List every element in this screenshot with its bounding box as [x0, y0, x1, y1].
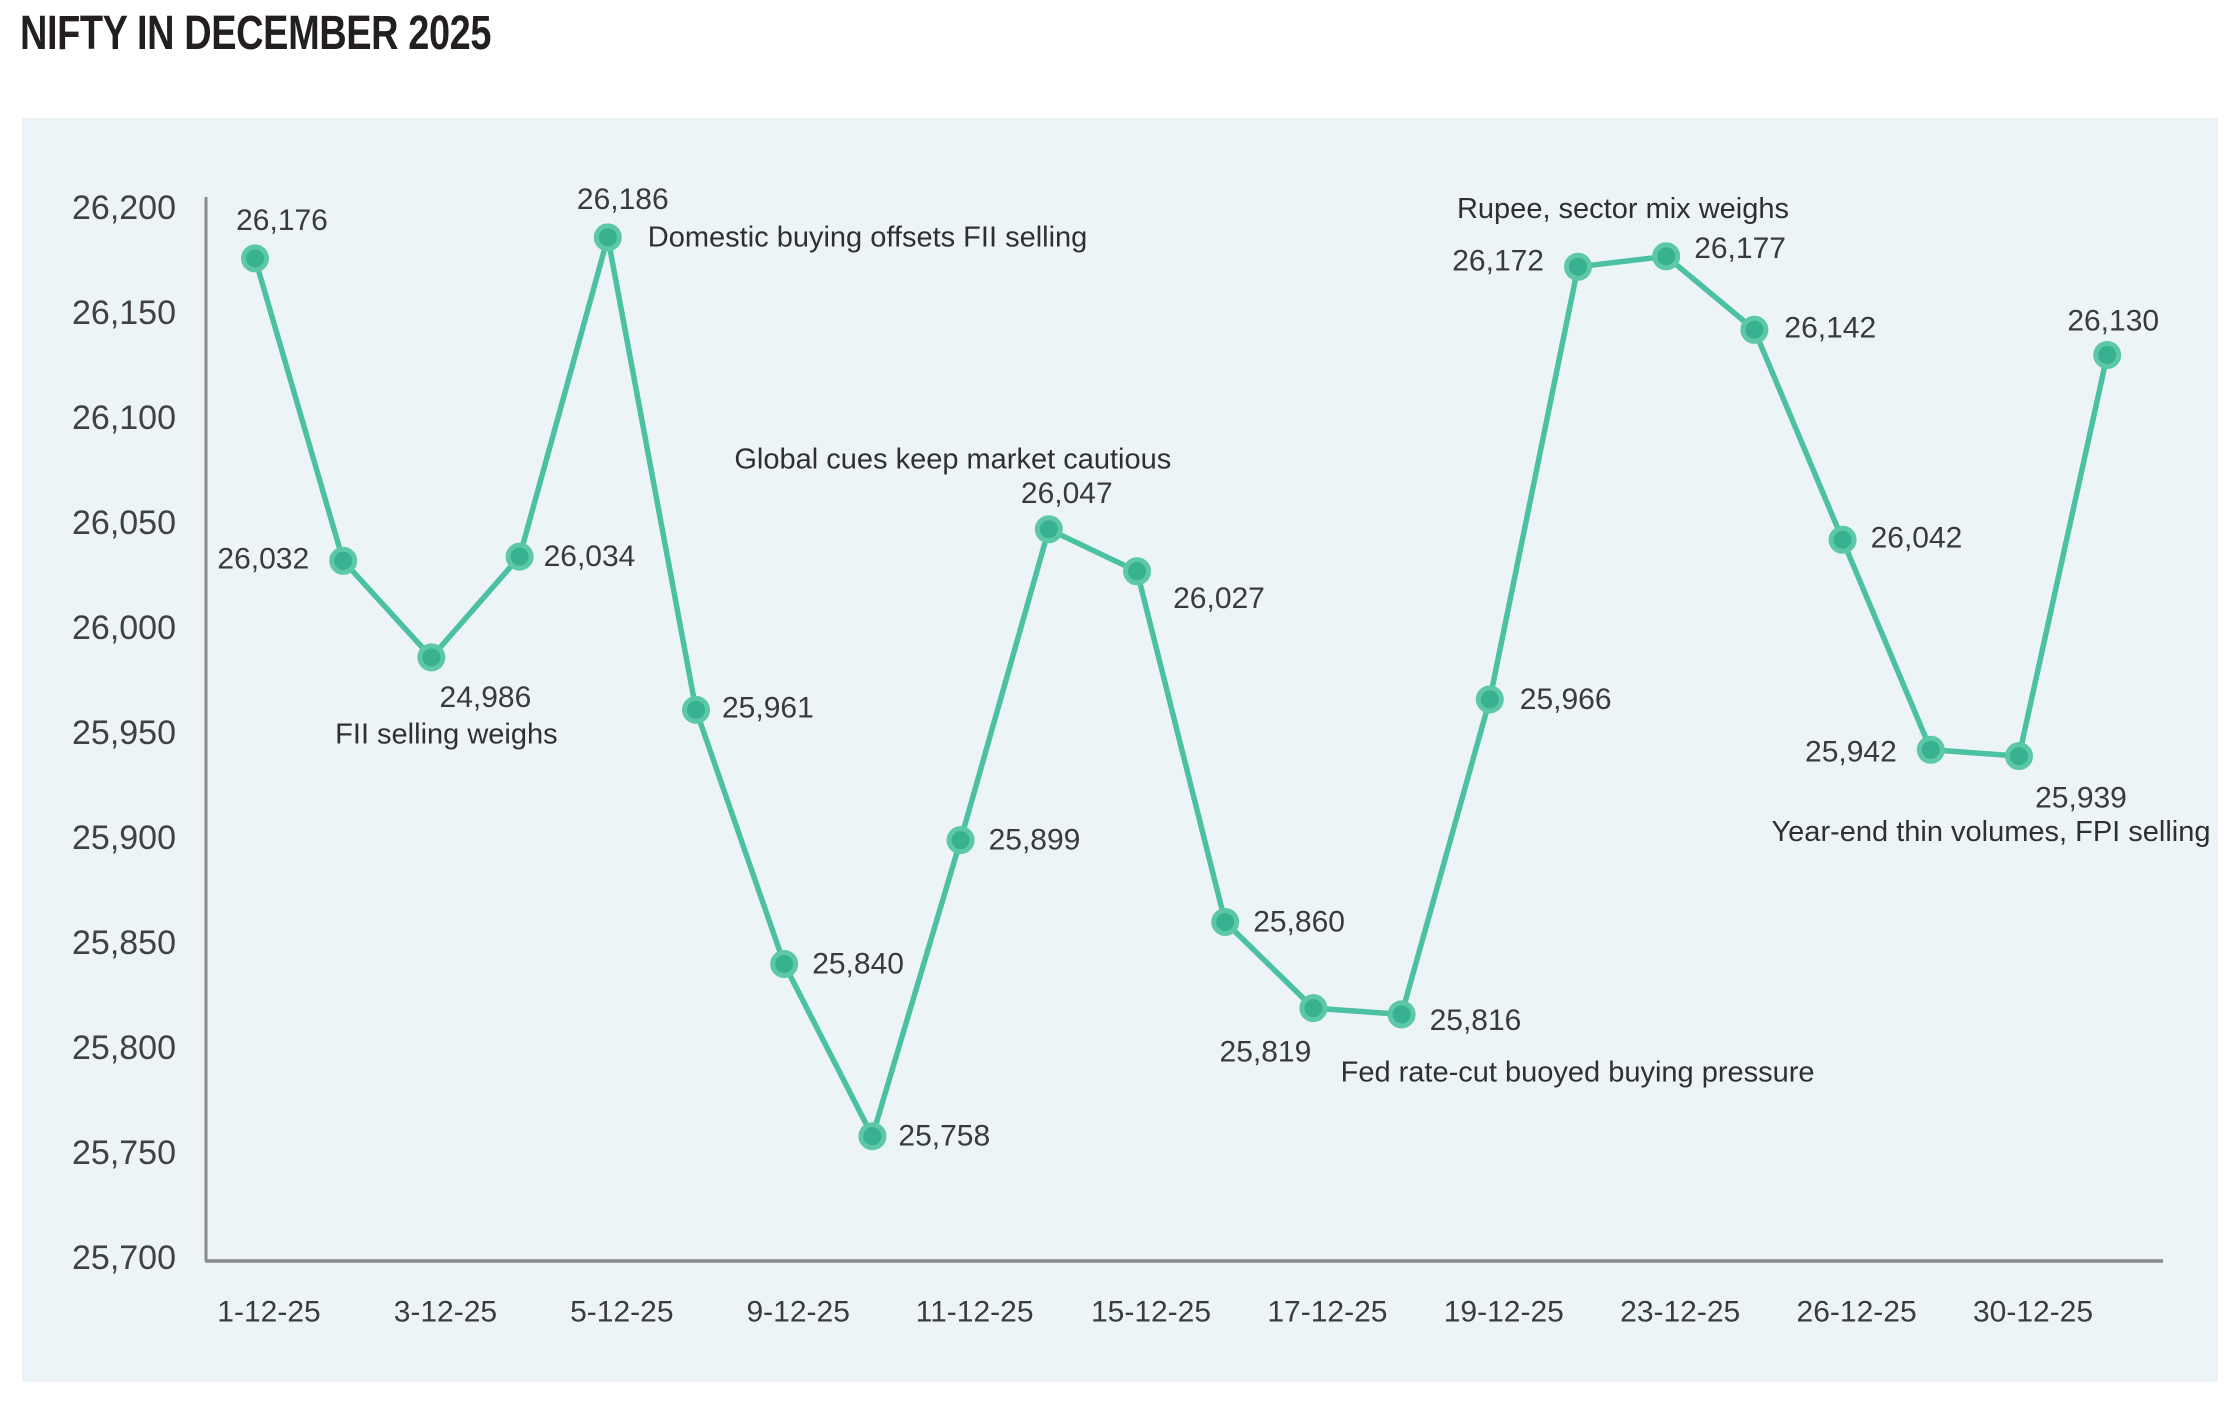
x-axis-label: 15-12-25 [1091, 1296, 1211, 1329]
data-point [329, 546, 358, 575]
plot-background [22, 118, 2218, 1382]
y-axis-labels: 26,200 26,150 26,100 26,050 26,000 25,950 25,9… [72, 189, 176, 1277]
x-axis-label: 23-12-25 [1620, 1296, 1740, 1329]
data-point-label: 26,172 [1452, 244, 1544, 277]
x-axis-label: 17-12-25 [1267, 1296, 1387, 1329]
data-point [1652, 242, 1681, 271]
data-point [1475, 685, 1504, 714]
x-axis-label: 3-12-25 [394, 1296, 497, 1329]
data-point [593, 223, 622, 252]
data-point [1034, 515, 1063, 544]
x-axis-labels: 1-12-25 3-12-25 5-12-25 9-12-25 11-12-25 15-1… [217, 1296, 2093, 1329]
y-axis-label: 25,700 [72, 1239, 176, 1277]
annotation: Fed rate-cut buoyed buying pressure [1341, 1056, 1815, 1088]
y-axis-label: 26,100 [72, 399, 176, 437]
data-point [505, 542, 534, 571]
annotation: FII selling weighs [335, 718, 557, 750]
data-point-label: 25,819 [1220, 1036, 1312, 1069]
annotation: Year-end thin volumes, FPI selling [1772, 816, 2211, 848]
annotation: Domestic buying offsets FII selling [648, 221, 1088, 253]
data-point-label: 26,042 [1871, 521, 1963, 554]
data-point-label: 25,816 [1430, 1004, 1522, 1037]
data-point [1299, 994, 1328, 1023]
y-axis-label: 26,000 [72, 609, 176, 647]
page-title: NIFTY IN DECEMBER 2025 [20, 7, 492, 60]
data-points [241, 223, 2122, 1151]
data-point [1387, 1000, 1416, 1029]
data-point-label: 25,840 [812, 948, 904, 981]
x-axis-label: 9-12-25 [746, 1296, 849, 1329]
x-axis-label: 30-12-25 [1973, 1296, 2093, 1329]
y-axis-label: 25,950 [72, 714, 176, 752]
data-point-label: 26,176 [236, 204, 328, 237]
y-axis-label: 26,200 [72, 189, 176, 227]
data-point-label: 25,899 [989, 824, 1081, 857]
data-point-label: 26,142 [1784, 311, 1876, 344]
annotations: Domestic buying offsets FII selling FII s… [335, 193, 2210, 1089]
y-axis-label: 25,750 [72, 1134, 176, 1172]
y-axis-label: 25,900 [72, 819, 176, 857]
data-point [1564, 252, 1592, 281]
x-axis-label: 1-12-25 [217, 1296, 320, 1329]
data-point-label: 26,047 [1021, 477, 1113, 510]
data-point-label: 25,942 [1805, 735, 1897, 768]
trend-line [252, 234, 2110, 1139]
y-axis-label: 26,150 [72, 294, 176, 332]
data-point [770, 950, 799, 978]
data-point-labels: 26,176 26,032 24,986 26,034 26,186 25,961 25,8… [217, 183, 2159, 1153]
annotation: Global cues keep market cautious [734, 443, 1171, 475]
data-point-label: 26,130 [2067, 305, 2159, 338]
x-axis-label: 5-12-25 [570, 1296, 673, 1329]
data-point-label: 26,186 [577, 183, 669, 216]
data-point-label: 24,986 [440, 681, 532, 714]
data-point [1211, 908, 1240, 936]
data-point-label: 25,939 [2035, 782, 2127, 815]
data-point-label: 25,860 [1253, 906, 1345, 939]
data-point-label: 26,034 [544, 540, 636, 573]
data-point-label: 26,027 [1173, 582, 1265, 615]
data-point-label: 25,966 [1520, 683, 1612, 716]
data-point-label: 26,032 [217, 542, 309, 575]
y-axis-label: 26,050 [72, 504, 176, 542]
data-point [946, 826, 975, 855]
annotation: Rupee, sector mix weighs [1457, 193, 1789, 225]
x-axis-label: 26-12-25 [1797, 1296, 1917, 1329]
x-axis-label: 11-12-25 [916, 1296, 1034, 1329]
y-axis-label: 25,850 [72, 924, 176, 962]
data-point [241, 244, 269, 273]
data-point-label: 25,961 [722, 691, 814, 724]
data-point [682, 695, 710, 724]
data-point [1916, 735, 1945, 764]
data-point [417, 643, 446, 672]
data-point [1123, 557, 1151, 586]
data-point [2005, 742, 2033, 771]
data-point-label: 25,758 [898, 1120, 990, 1153]
x-axis-label: 19-12-25 [1444, 1296, 1564, 1329]
data-point [2093, 341, 2122, 369]
data-point [858, 1122, 887, 1151]
data-point-label: 26,177 [1694, 232, 1786, 265]
y-axis-label: 25,800 [72, 1029, 176, 1067]
data-point [1828, 525, 1857, 554]
data-point [1740, 315, 1769, 344]
